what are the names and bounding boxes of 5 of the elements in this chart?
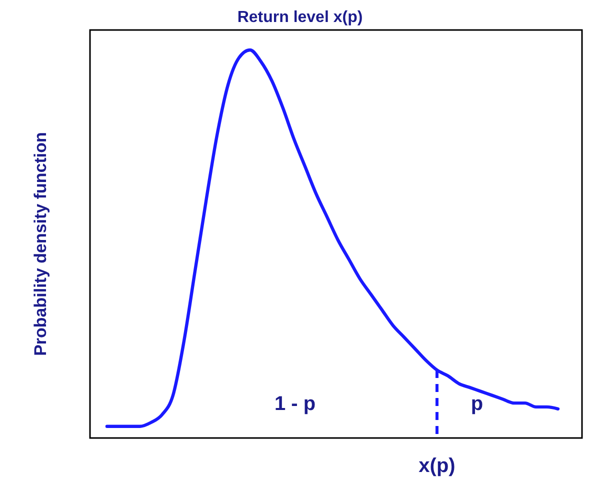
text: x(p) <box>418 455 456 477</box>
annotation: 1 - p <box>274 393 316 415</box>
y-axis-title: Probability density function <box>31 132 50 356</box>
chart-title: Return level x(p) <box>237 9 363 26</box>
annotation: p <box>470 393 484 415</box>
